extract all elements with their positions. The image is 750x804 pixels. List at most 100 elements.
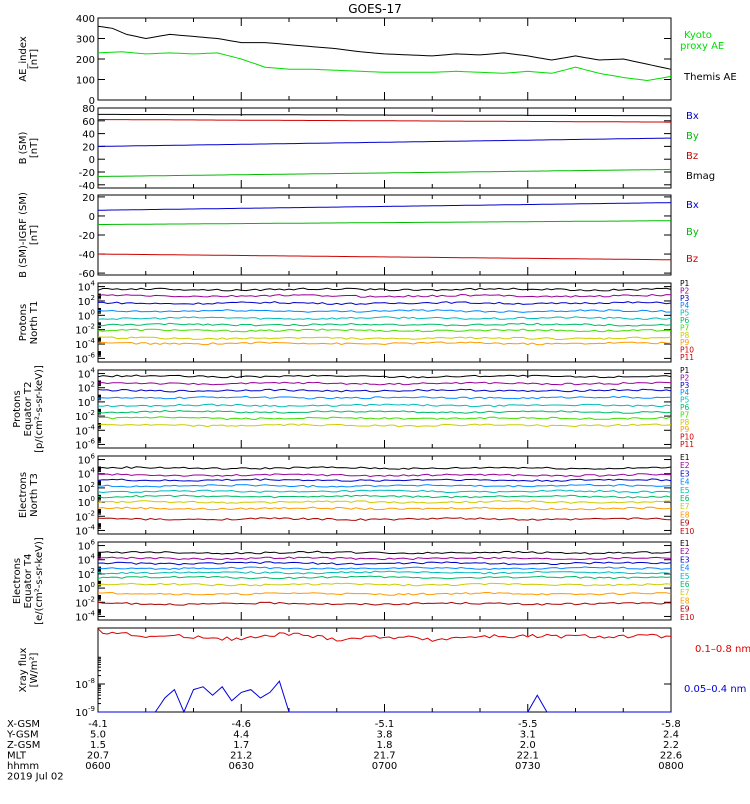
series-line-0	[97, 628, 672, 642]
x-axis-row-label: Y-GSM	[6, 730, 39, 741]
legend-p6: P6	[680, 403, 690, 412]
series-line-0	[97, 374, 672, 379]
series-line-0	[98, 550, 672, 555]
x-axis-value: 2.2	[663, 740, 679, 751]
legend-e7: E7	[680, 588, 690, 597]
y-tick-label: 104	[78, 280, 96, 294]
legend-bz: Bz	[686, 151, 698, 162]
legend-bx: Bx	[686, 200, 699, 211]
y-axis-label: AE_index	[18, 36, 29, 82]
y-tick-label: 10-4	[75, 337, 95, 351]
x-axis-row-label: hhmm	[7, 761, 39, 772]
legend-by: By	[686, 131, 699, 142]
x-axis-value: 0800	[658, 761, 683, 772]
legend-bx: Bx	[686, 111, 699, 122]
series-line-1	[98, 680, 671, 714]
y-tick-label: -40	[79, 250, 95, 261]
y-tick-label: 10-6	[75, 437, 95, 451]
series-line-2	[97, 388, 672, 393]
x-axis-value: -4.6	[231, 719, 251, 730]
series-line-7	[98, 591, 672, 596]
x-axis-value: 21.2	[230, 751, 252, 762]
y-tick-label: 80	[82, 104, 95, 115]
series-line-1	[97, 473, 672, 478]
y-tick-label: 10-4	[75, 609, 95, 623]
x-axis-row-label: MLT	[7, 751, 27, 762]
legend-p7: P7	[680, 323, 690, 332]
legend-xray-short: 0.05–0.4 nm	[684, 684, 746, 695]
panel-bigrf: -60 -40 -20 0 20 B (SM)-IGRF (SM) [nT] Bx By Bz	[18, 192, 699, 280]
legend-e8: E8	[680, 510, 690, 519]
panel-xray: 10-9 10-8 Xray flux [W/m²] 0.1–0.8 nm 0.05–0.…	[18, 627, 750, 719]
x-axis-value: 0600	[85, 761, 110, 772]
y-tick-label: 400	[76, 14, 95, 25]
legend-p4: P4	[680, 388, 690, 397]
series-line-4	[97, 316, 672, 320]
y-axis-label: North T1	[29, 301, 40, 345]
y-tick-label: 10-6	[75, 351, 95, 365]
legend-kyoto-proxy-ae: proxy AE	[680, 41, 724, 52]
legend-e10: E10	[680, 613, 695, 622]
legend-e9: E9	[680, 605, 690, 614]
legend-e6: E6	[680, 494, 690, 503]
x-axis-value: 22.6	[660, 751, 682, 762]
series-line-2	[97, 301, 672, 306]
legend-e10: E10	[680, 527, 695, 536]
legend-by: By	[686, 227, 699, 238]
x-axis-value: 3.8	[377, 730, 393, 741]
series-line-5	[97, 575, 672, 580]
y-tick-label: 100	[78, 581, 95, 595]
legend-bz: Bz	[686, 254, 698, 265]
y-axis-label: Equator T4	[23, 554, 34, 609]
series-line-6	[97, 582, 672, 587]
legend-p11: P11	[680, 440, 694, 449]
legend-p3: P3	[680, 381, 690, 390]
legend-themis-ae: Themis AE	[683, 72, 737, 83]
legend-p6: P6	[680, 316, 690, 325]
y-axis-label: Protons	[12, 390, 23, 427]
y-tick-label: 10-4	[75, 523, 95, 537]
series-line-0	[97, 466, 672, 470]
x-axis-value: -5.1	[375, 719, 395, 730]
y-tick-label: 10-2	[75, 595, 95, 609]
legend-p9: P9	[680, 338, 690, 347]
y-tick-label: 60	[82, 117, 95, 128]
x-axis-value: 0700	[372, 761, 397, 772]
y-axis-label: [nT]	[29, 49, 40, 69]
series-line-5	[97, 494, 672, 499]
legend-p7: P7	[680, 410, 690, 419]
panel-frame	[97, 369, 672, 449]
y-tick-label: -20	[79, 168, 95, 179]
y-tick-label: 104	[78, 467, 96, 481]
x-axis-row-label: X-GSM	[7, 719, 40, 730]
x-axis-value: 20.7	[87, 751, 109, 762]
x-axis-value: 1.7	[233, 740, 249, 751]
y-tick-label: 20	[82, 193, 95, 204]
series-line-8	[97, 341, 672, 346]
series-line-8	[97, 517, 672, 521]
y-tick-label: 200	[76, 55, 95, 66]
series-line-2	[97, 253, 672, 261]
y-tick-label: 0	[89, 96, 95, 107]
series-line-8	[97, 601, 672, 606]
series-line-2	[97, 561, 672, 566]
panel-frame	[97, 627, 672, 713]
legend-p3: P3	[680, 294, 690, 303]
x-axis-row-label: Z-GSM	[7, 740, 40, 751]
legend-kyoto-proxy-ae: Kyoto	[684, 30, 712, 41]
legend-e4: E4	[680, 564, 690, 573]
series-line-1	[97, 556, 672, 561]
y-tick-label: 10-9	[75, 705, 95, 719]
legend-e1: E1	[680, 453, 690, 462]
x-axis-value: 4.4	[233, 730, 249, 741]
y-tick-label: 102	[78, 294, 95, 308]
y-tick-label: 10-8	[75, 677, 95, 691]
legend-p4: P4	[680, 301, 690, 310]
legend-e6: E6	[680, 580, 690, 589]
series-line-4	[97, 570, 672, 575]
